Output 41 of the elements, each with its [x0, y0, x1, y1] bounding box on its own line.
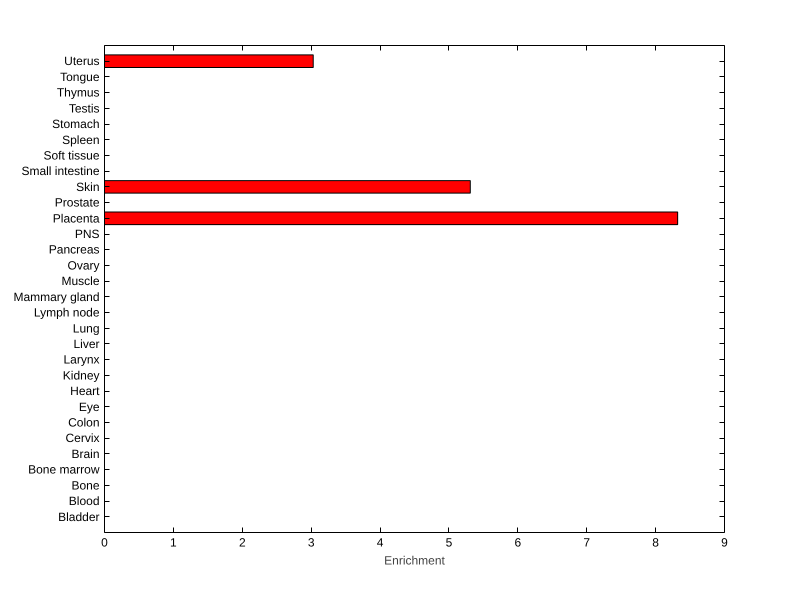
- y-tick-label: Prostate: [54, 196, 100, 210]
- y-tick-label: Kidney: [62, 368, 100, 382]
- y-tick-label: Lymph node: [34, 306, 100, 320]
- y-tick-label: Thymus: [56, 86, 100, 100]
- y-tick-label: Liver: [73, 336, 100, 351]
- y-tick-label: Heart: [70, 384, 100, 398]
- y-tick-label: Larynx: [63, 352, 100, 367]
- y-tick-label: Blood: [68, 494, 100, 508]
- x-tick-label: 2: [238, 536, 246, 550]
- y-tick-label: Eye: [78, 400, 100, 414]
- y-tick-label: Cervix: [66, 431, 100, 446]
- y-tick-label: Lung: [72, 321, 100, 336]
- x-tick-label: 7: [583, 536, 590, 550]
- x-tick-label: 3: [308, 536, 315, 550]
- y-tick-label: Placenta: [52, 211, 100, 226]
- y-tick-label: Muscle: [61, 274, 100, 288]
- y-tick-label: Pancreas: [48, 242, 100, 257]
- y-tick-label: Soft tissue: [43, 148, 100, 162]
- y-tick-label: Testis: [68, 101, 100, 116]
- y-tick-label: Colon: [68, 416, 100, 430]
- y-tick-label: Tongue: [60, 70, 100, 84]
- y-tick-label: Bone: [71, 478, 100, 492]
- y-tick-label: Ovary: [67, 258, 100, 272]
- x-tick-label: 8: [652, 536, 660, 550]
- x-tick-label: 9: [721, 536, 728, 550]
- y-tick-label: Small intestine: [21, 164, 100, 178]
- x-tick-label: 4: [376, 536, 384, 550]
- y-tick-label: Skin: [76, 180, 100, 194]
- y-tick-label: PNS: [74, 227, 100, 242]
- x-tick-label: 0: [101, 536, 108, 550]
- y-tick-label: Stomach: [52, 117, 100, 132]
- y-tick-label: Brain: [71, 446, 100, 461]
- y-tick-label: Spleen: [62, 132, 100, 147]
- x-tick-label: 5: [446, 536, 453, 550]
- x-tick-label: 6: [514, 536, 522, 550]
- y-tick-label: Uterus: [64, 54, 100, 68]
- y-tick-label: Bone marrow: [28, 462, 100, 477]
- y-tick-label: Bladder: [58, 510, 100, 524]
- x-axis-title: Enrichment: [384, 554, 446, 568]
- x-tick-label: 1: [170, 536, 178, 550]
- y-tick-label: Mammary gland: [13, 290, 100, 304]
